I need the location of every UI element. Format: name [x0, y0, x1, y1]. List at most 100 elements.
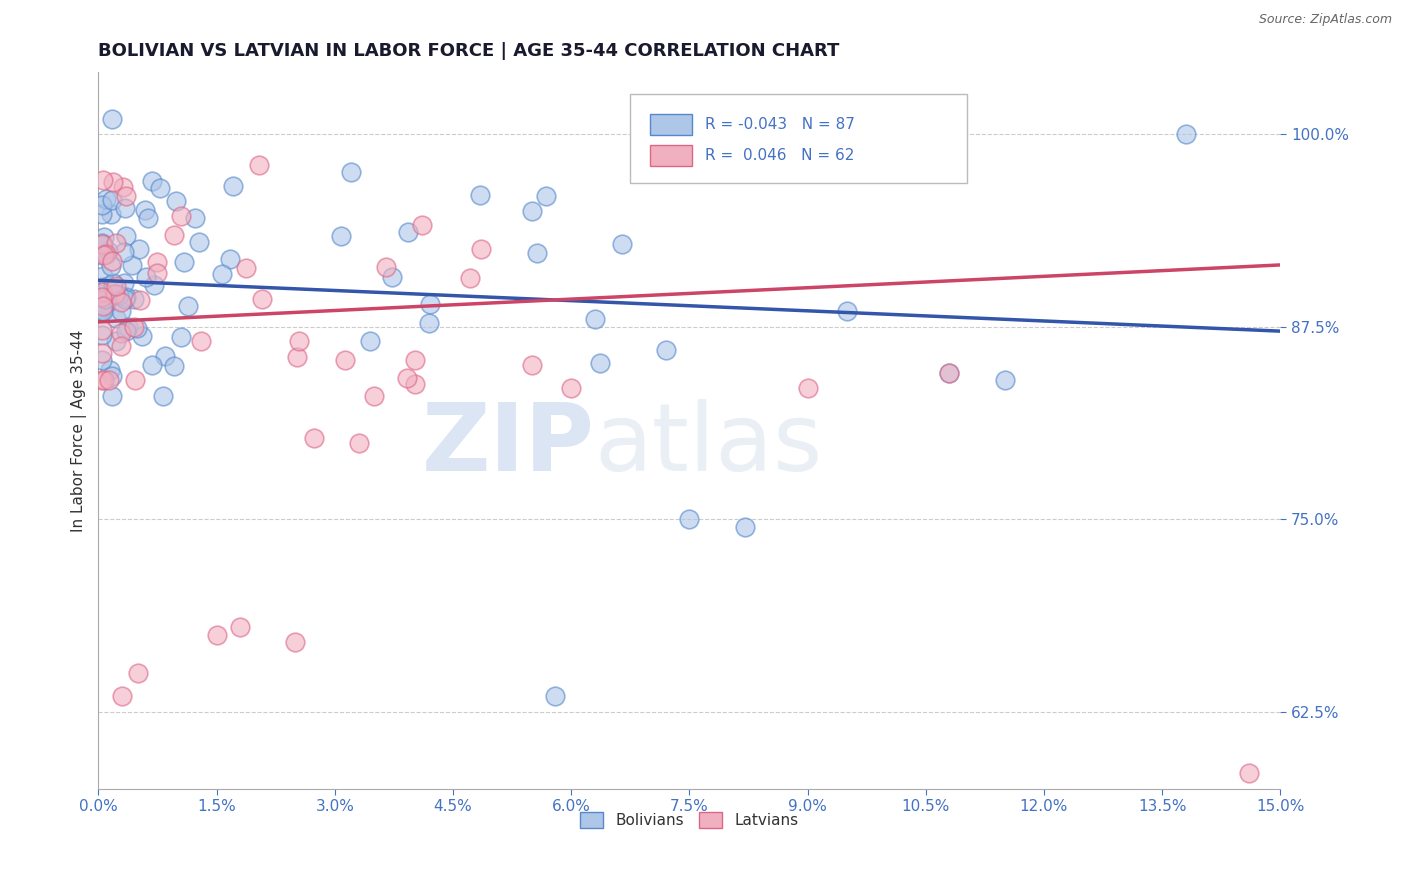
- Point: [127, 666, 149, 681]
- Point: [359, 334, 381, 349]
- Point: [91, 285, 114, 299]
- Point: [91, 301, 114, 316]
- Point: [411, 218, 433, 232]
- Point: [91, 198, 114, 212]
- Point: [152, 389, 174, 403]
- Point: [91, 353, 114, 368]
- Point: [610, 236, 633, 251]
- Point: [404, 377, 426, 392]
- Point: [91, 248, 114, 262]
- Point: [124, 373, 146, 387]
- Point: [91, 304, 114, 318]
- Point: [91, 279, 114, 293]
- Point: [93, 373, 115, 387]
- Point: [229, 620, 252, 634]
- Point: [520, 358, 543, 372]
- Point: [678, 512, 700, 526]
- Point: [111, 689, 134, 703]
- Point: [419, 297, 441, 311]
- Point: [184, 211, 207, 226]
- Point: [114, 202, 136, 216]
- Point: [91, 207, 114, 221]
- Point: [170, 329, 193, 343]
- Point: [994, 373, 1017, 387]
- Point: [211, 267, 233, 281]
- Point: [104, 286, 127, 301]
- Point: [304, 431, 326, 445]
- Point: [103, 175, 125, 189]
- Point: [153, 349, 176, 363]
- Point: [534, 189, 557, 203]
- Point: [94, 298, 117, 312]
- Point: [91, 237, 114, 252]
- Text: ZIP: ZIP: [422, 399, 595, 491]
- Point: [470, 243, 492, 257]
- Point: [93, 248, 115, 262]
- Point: [121, 258, 143, 272]
- Legend: Bolivians, Latvians: Bolivians, Latvians: [574, 805, 804, 835]
- Point: [235, 261, 257, 276]
- Point: [97, 278, 120, 293]
- Point: [115, 290, 138, 304]
- Point: [835, 304, 858, 318]
- Point: [219, 252, 242, 267]
- Point: [458, 270, 481, 285]
- Point: [94, 297, 117, 311]
- Point: [938, 366, 960, 380]
- Point: [131, 328, 153, 343]
- FancyBboxPatch shape: [651, 114, 692, 136]
- Point: [1237, 766, 1260, 780]
- Point: [520, 204, 543, 219]
- Point: [250, 292, 273, 306]
- Point: [560, 381, 582, 395]
- Point: [583, 311, 606, 326]
- Point: [101, 254, 124, 268]
- Point: [187, 235, 209, 249]
- Point: [170, 209, 193, 223]
- Point: [111, 180, 134, 194]
- Point: [143, 278, 166, 293]
- Text: BOLIVIAN VS LATVIAN IN LABOR FORCE | AGE 35-44 CORRELATION CHART: BOLIVIAN VS LATVIAN IN LABOR FORCE | AGE…: [98, 42, 839, 60]
- Point: [134, 203, 156, 218]
- Point: [288, 334, 311, 348]
- Point: [122, 292, 145, 306]
- Point: [347, 436, 370, 450]
- Point: [91, 269, 114, 284]
- Point: [404, 353, 426, 368]
- Point: [101, 112, 124, 126]
- Point: [468, 188, 491, 202]
- Point: [381, 270, 404, 285]
- Point: [108, 288, 131, 302]
- Point: [101, 281, 124, 295]
- Point: [284, 635, 307, 649]
- Point: [101, 276, 124, 290]
- Text: R =  0.046   N = 62: R = 0.046 N = 62: [704, 148, 853, 163]
- Point: [340, 165, 363, 179]
- Point: [93, 173, 115, 187]
- Point: [91, 236, 114, 251]
- Point: [145, 266, 167, 280]
- Point: [145, 255, 167, 269]
- Point: [104, 311, 127, 326]
- Point: [115, 188, 138, 202]
- Point: [115, 324, 138, 338]
- Point: [112, 276, 135, 290]
- Point: [117, 319, 139, 334]
- Point: [100, 260, 122, 274]
- Point: [129, 293, 152, 308]
- Point: [163, 227, 186, 242]
- Y-axis label: In Labor Force | Age 35-44: In Labor Force | Age 35-44: [72, 329, 87, 532]
- Point: [114, 293, 136, 307]
- Point: [330, 229, 353, 244]
- Point: [135, 270, 157, 285]
- Point: [418, 317, 440, 331]
- Point: [374, 260, 396, 274]
- Point: [94, 192, 117, 206]
- Point: [93, 229, 115, 244]
- Point: [141, 358, 163, 372]
- Point: [149, 181, 172, 195]
- Point: [544, 689, 567, 703]
- Point: [97, 373, 120, 387]
- Point: [222, 179, 245, 194]
- Point: [125, 321, 148, 335]
